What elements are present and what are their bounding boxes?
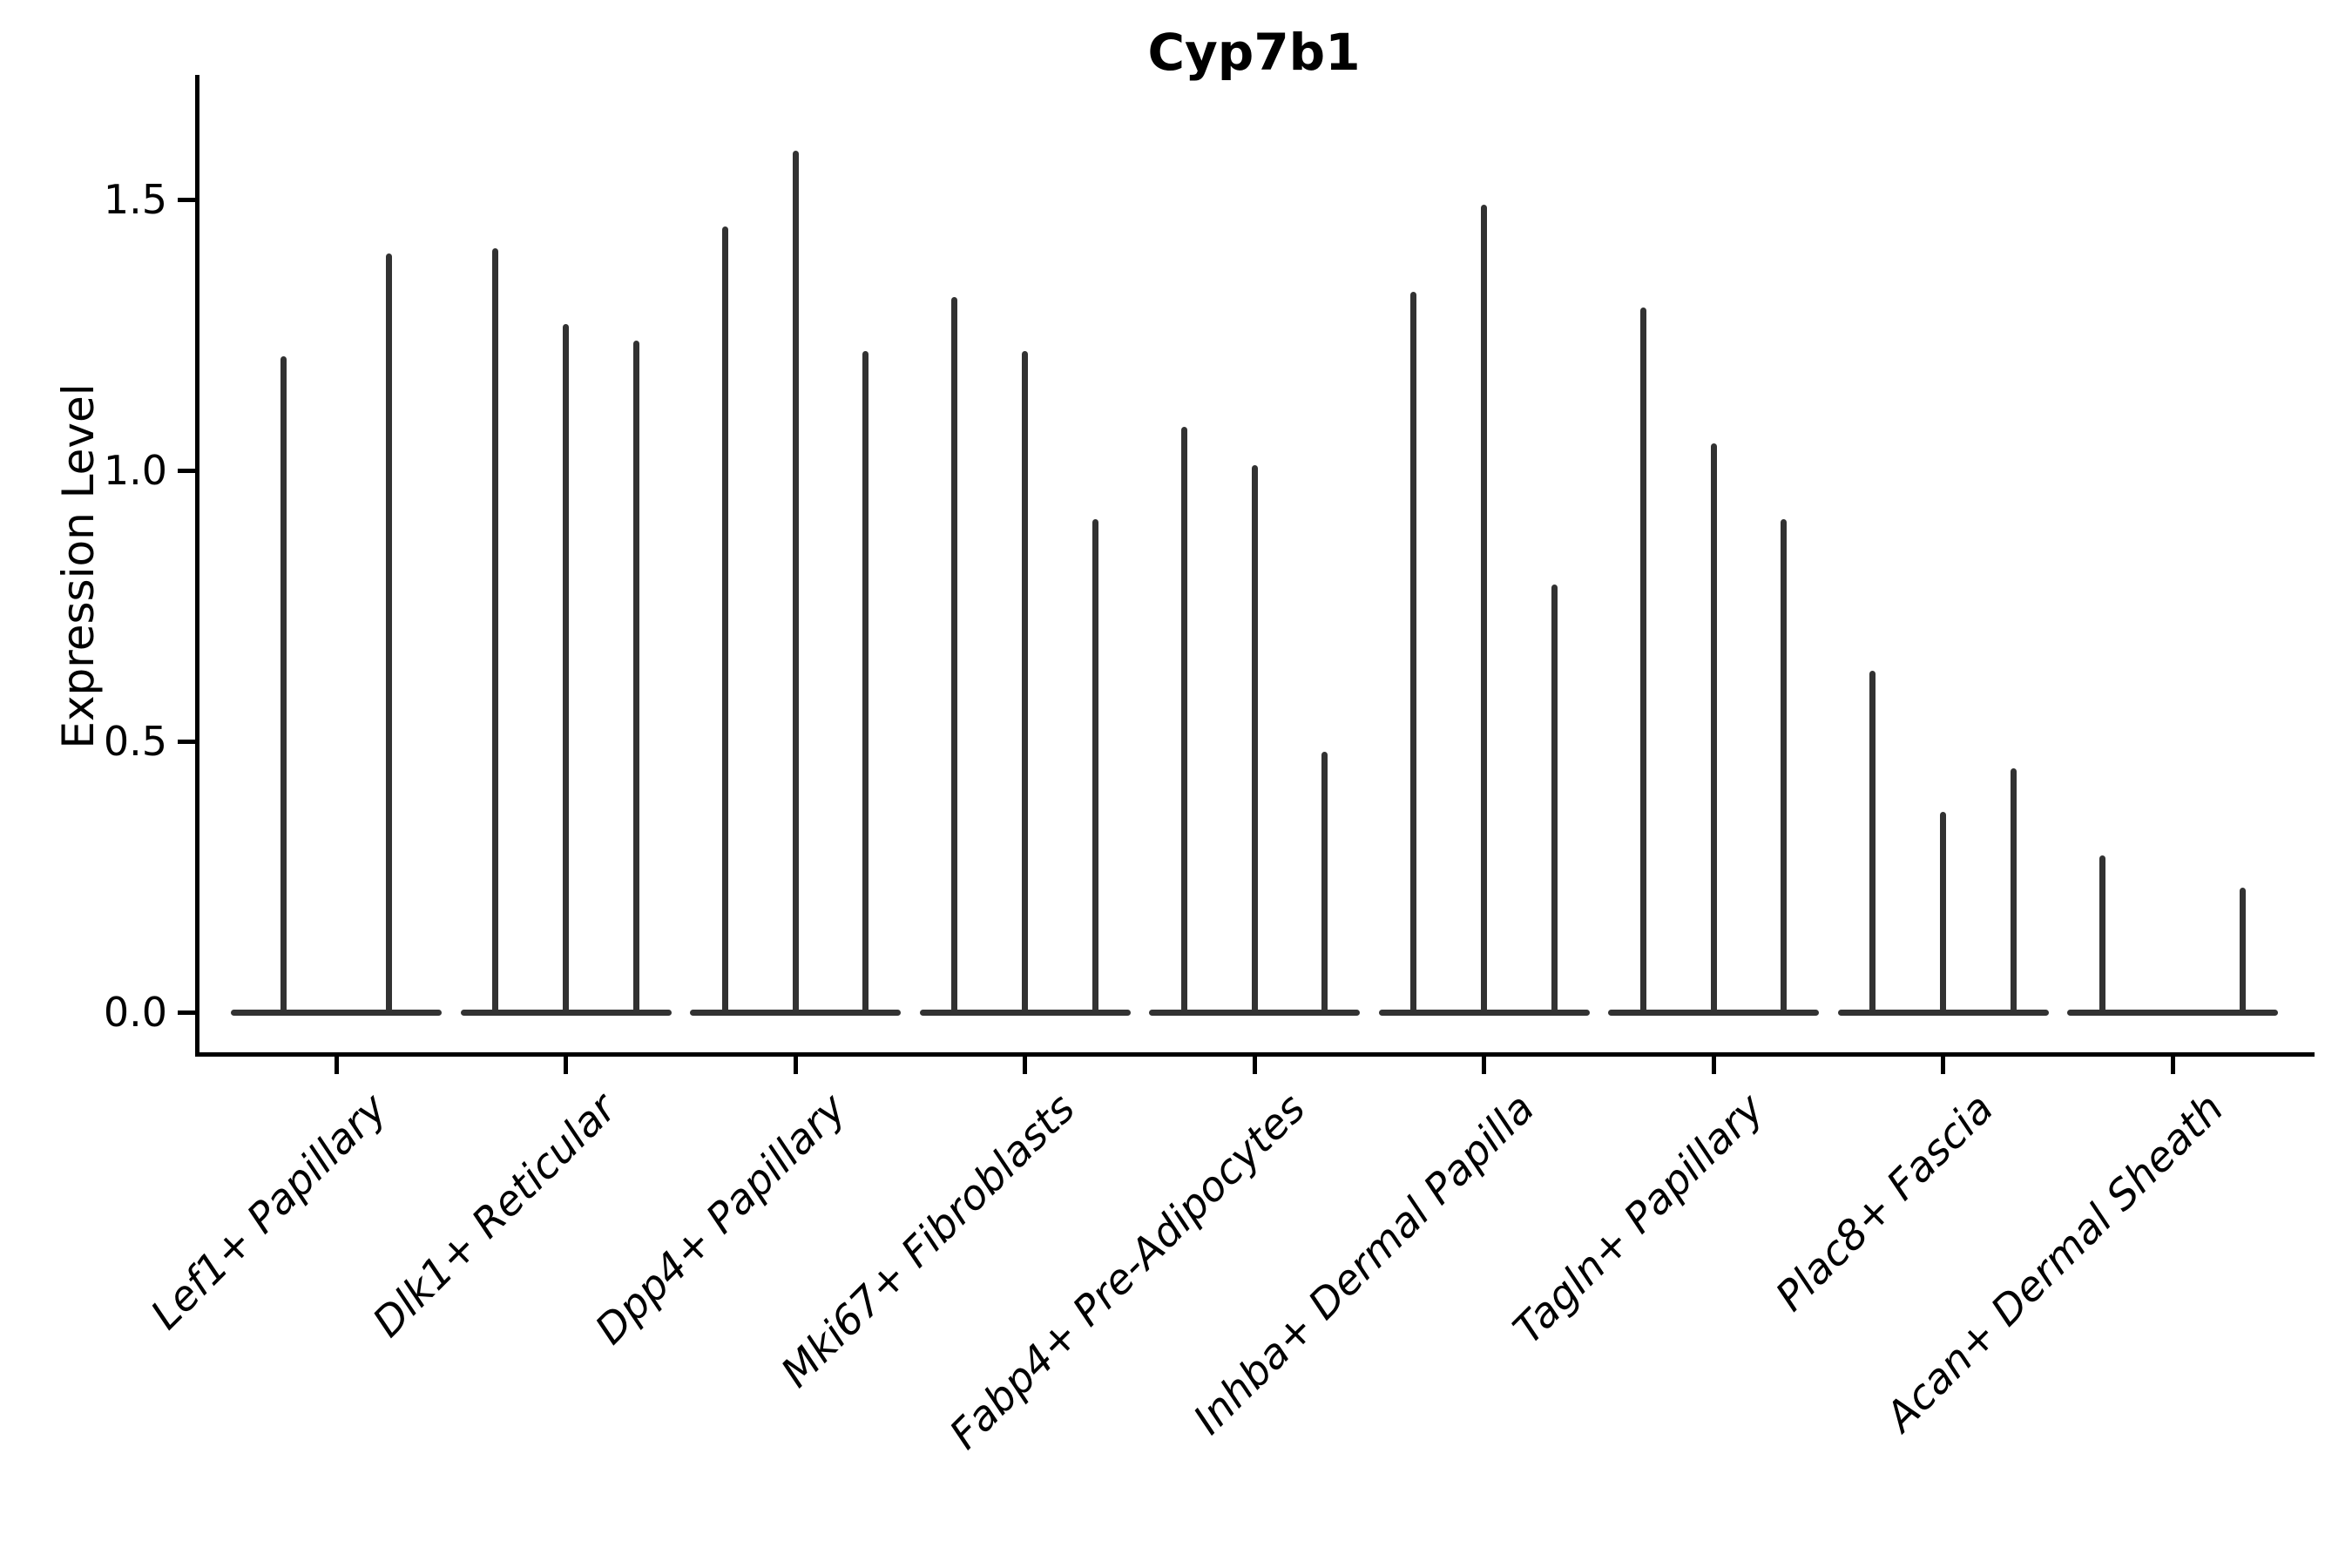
violin-spike — [1869, 671, 1876, 1012]
violin-spike — [1022, 351, 1028, 1012]
violin-spike — [1710, 443, 1717, 1012]
y-tick — [178, 468, 195, 473]
x-tick-label: Plac8+ Fascia — [1767, 1085, 2004, 1321]
y-axis-label: Expression Level — [53, 383, 104, 749]
violin-spike — [386, 253, 392, 1012]
y-tick-label: 0.0 — [103, 989, 167, 1036]
violin-spike — [2240, 887, 2247, 1012]
violin-spike — [1251, 464, 1258, 1012]
violin-spike — [1481, 205, 1487, 1012]
violin-spike — [1639, 308, 1646, 1012]
x-tick — [1482, 1057, 1486, 1074]
y-axis-spine — [195, 75, 199, 1057]
x-tick — [564, 1057, 568, 1074]
x-tick — [2170, 1057, 2175, 1074]
y-tick — [178, 1010, 195, 1015]
x-tick — [793, 1057, 798, 1074]
violin-spike — [1551, 584, 1558, 1012]
y-tick-label: 0.5 — [103, 718, 167, 765]
violin-spike — [632, 340, 639, 1012]
violin-spike — [1940, 811, 1946, 1012]
x-tick — [334, 1057, 339, 1074]
y-tick — [178, 739, 195, 744]
violin-spike — [2099, 855, 2105, 1012]
violin-base — [919, 1009, 1131, 1016]
violin-base — [231, 1009, 442, 1016]
violin-spike — [1781, 518, 1788, 1012]
x-tick — [1711, 1057, 1716, 1074]
x-tick — [1941, 1057, 1945, 1074]
x-tick-label: Dlk1+ Reticular — [363, 1085, 626, 1347]
violin-spike — [2010, 768, 2017, 1012]
violin-spike — [280, 356, 287, 1012]
y-tick-label: 1.5 — [103, 176, 167, 223]
x-tick-label: Tagln+ Papillary — [1504, 1085, 1774, 1354]
violin-base — [1378, 1009, 1590, 1016]
violin-spike — [492, 247, 499, 1012]
x-tick — [1252, 1057, 1257, 1074]
violin-spike — [792, 151, 799, 1012]
violin-spike — [1410, 291, 1417, 1012]
violin-base — [460, 1009, 672, 1016]
chart-title: Cyp7b1 — [1147, 23, 1361, 82]
x-axis-spine — [195, 1052, 2315, 1057]
violin-base — [690, 1009, 901, 1016]
violin-spike — [1180, 427, 1187, 1012]
violin-base — [1608, 1009, 1819, 1016]
violin-spike — [563, 324, 569, 1012]
violin-base — [2067, 1009, 2278, 1016]
x-tick-label: Lef1+ Papillary — [141, 1085, 396, 1340]
x-tick-label: Dpp4+ Papillary — [585, 1085, 855, 1355]
violin-spike — [1092, 518, 1098, 1012]
y-tick-label: 1.0 — [103, 447, 167, 494]
x-tick — [1023, 1057, 1027, 1074]
violin-spike — [721, 226, 728, 1012]
violin-base — [1149, 1009, 1360, 1016]
violin-spike — [862, 351, 869, 1012]
violin-spike — [951, 296, 958, 1012]
violin-base — [1837, 1009, 2049, 1016]
y-tick — [178, 197, 195, 202]
violin-spike — [1321, 752, 1328, 1012]
